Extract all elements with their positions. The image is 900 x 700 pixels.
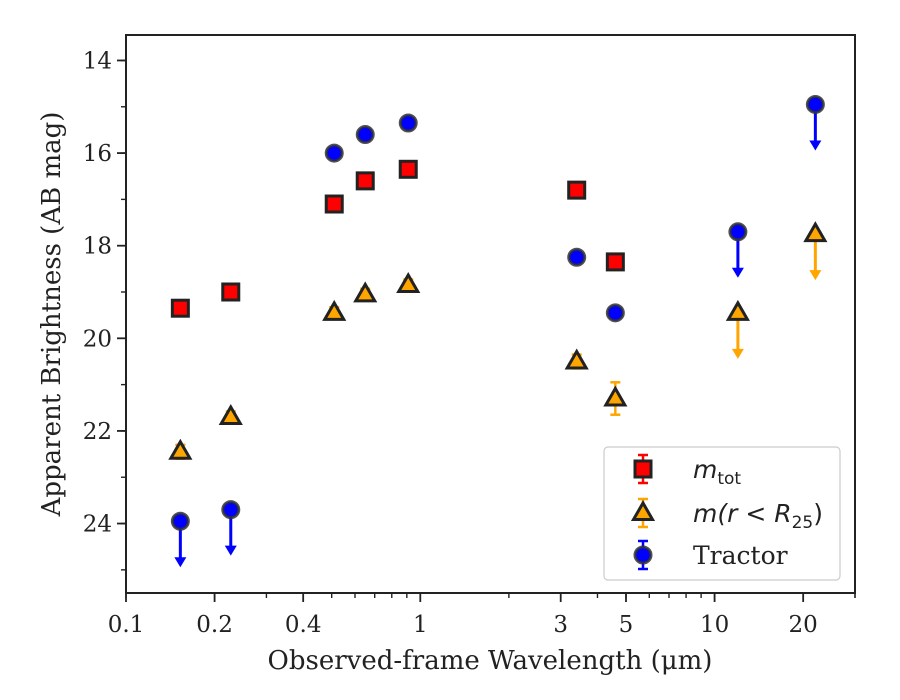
legend-marker-square [633, 459, 653, 479]
data-point [398, 113, 418, 133]
y-tick-label: 24 [83, 512, 112, 538]
legend-label-main: m [693, 455, 717, 484]
legend-label: mtot [693, 455, 741, 489]
legend-label-main: Tractor [693, 541, 788, 570]
upper-limit-arrowhead [174, 557, 187, 568]
data-point [398, 159, 418, 179]
upper-limit-arrowhead [809, 270, 822, 281]
x-tick-label: 0.4 [285, 612, 322, 638]
y-tick-label: 18 [83, 234, 112, 260]
series-triangle [168, 221, 828, 460]
y-tick-label: 14 [83, 48, 112, 74]
data-point [725, 299, 750, 321]
x-tick-label: 1 [413, 612, 428, 638]
data-point [564, 348, 589, 370]
data-point [168, 438, 193, 460]
x-tick-label: 0.1 [108, 612, 145, 638]
data-point [605, 252, 625, 272]
y-tick-label: 22 [83, 419, 112, 445]
x-axis: 0.1 0.2 0.4 1 3 5 10 20 [108, 593, 856, 638]
x-axis-label: Observed-frame Wavelength (μm) [268, 646, 713, 676]
data-point [567, 180, 587, 200]
legend-label: m(r < R25) [693, 499, 823, 533]
x-tick-label: 20 [789, 612, 818, 638]
data-point [221, 500, 241, 520]
data-point [170, 298, 190, 318]
data-point [605, 303, 625, 323]
data-point [355, 171, 375, 191]
data-point [355, 125, 375, 145]
data-point [567, 247, 587, 267]
data-point [603, 385, 628, 407]
legend-label: Tractor [693, 541, 788, 570]
y-axis-label: Apparent Brightness (AB mag) [37, 112, 67, 518]
plot-frame [125, 34, 856, 594]
upper-limit-arrowhead [224, 545, 237, 556]
data-points [168, 94, 828, 568]
legend-marker-triangle [630, 499, 656, 521]
data-point [396, 272, 421, 294]
legend-label-main: m(r < R [693, 499, 792, 528]
upper-limit-arrowhead [809, 140, 822, 151]
data-point [322, 299, 347, 321]
data-point [324, 143, 344, 163]
y-axis: 14 16 18 20 22 24 [83, 48, 126, 571]
y-tick-label: 20 [83, 326, 112, 352]
data-point [353, 281, 378, 303]
data-point [221, 282, 241, 302]
legend-label-subscript: 25 [792, 513, 814, 533]
data-point [218, 404, 243, 426]
series-square [170, 159, 625, 318]
legend-label-tail: ) [813, 499, 823, 528]
data-point [728, 222, 748, 242]
data-point [324, 194, 344, 214]
x-tick-label: 0.2 [196, 612, 233, 638]
x-tick-label: 10 [700, 612, 729, 638]
legend-box [603, 446, 841, 581]
y-tick-label: 16 [83, 141, 112, 167]
legend-marker-circle [633, 545, 653, 565]
data-point [170, 511, 190, 531]
upper-limit-arrowhead [731, 348, 744, 359]
series-circle [170, 94, 825, 568]
x-tick-label: 5 [619, 612, 634, 638]
x-tick-label: 3 [553, 612, 568, 638]
data-point [803, 221, 828, 243]
upper-limit-arrowhead [731, 267, 744, 278]
legend: mtot m(r < R25) Tractor [603, 446, 841, 581]
legend-label-subscript: tot [717, 469, 741, 489]
data-point [805, 94, 825, 114]
